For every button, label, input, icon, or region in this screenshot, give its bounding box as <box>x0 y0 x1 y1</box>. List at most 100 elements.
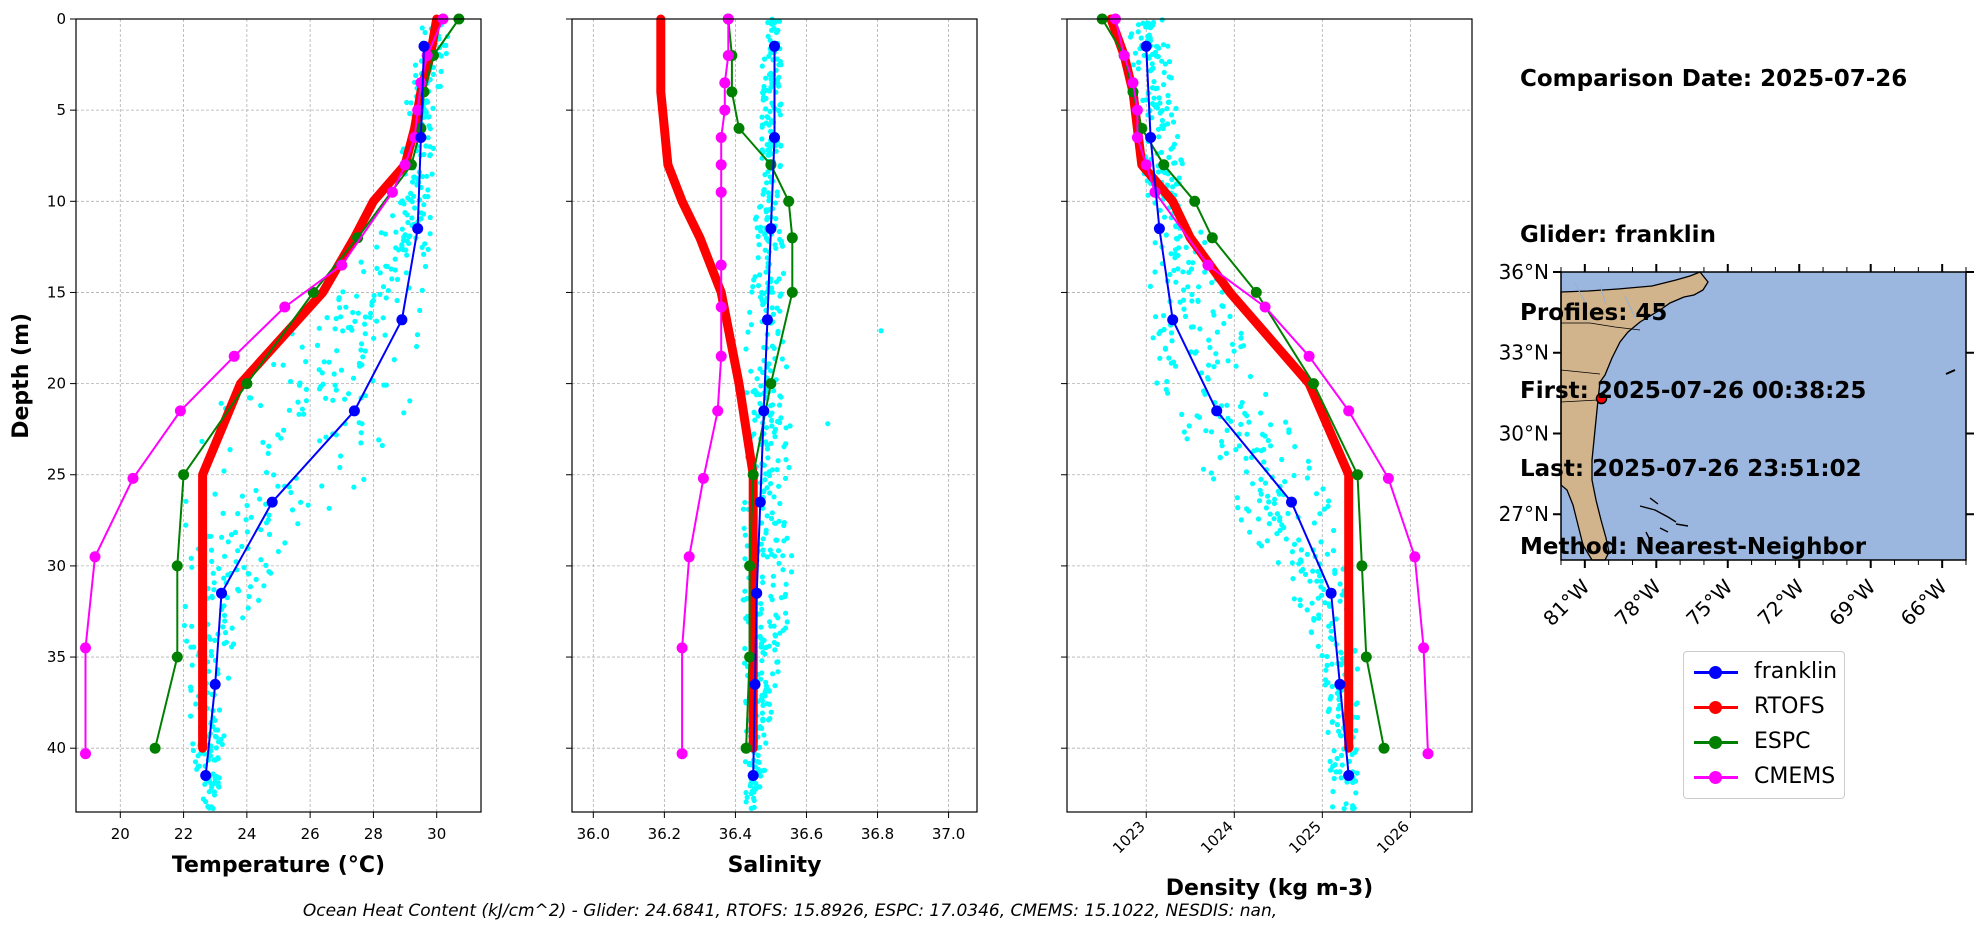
raw-point <box>763 740 769 746</box>
raw-point <box>275 483 281 489</box>
raw-point <box>430 71 436 77</box>
raw-point <box>761 187 767 194</box>
point-cmems <box>722 50 734 61</box>
x-tick-label: 36.8 <box>861 825 894 843</box>
raw-point <box>316 367 322 373</box>
raw-point <box>772 434 778 440</box>
raw-point <box>206 634 212 640</box>
point-cmems <box>683 551 695 563</box>
raw-point <box>263 562 269 569</box>
raw-point <box>779 243 786 249</box>
raw-point <box>1165 43 1171 49</box>
raw-point <box>199 438 205 444</box>
raw-point <box>190 741 196 747</box>
raw-point <box>1353 790 1359 796</box>
raw-point <box>1155 54 1161 60</box>
point-espc <box>786 286 798 298</box>
raw-point <box>1188 324 1194 330</box>
point-franklin <box>769 40 780 52</box>
raw-point <box>1337 598 1343 604</box>
raw-point <box>362 314 368 320</box>
point-franklin <box>1211 405 1223 417</box>
point-cmems <box>715 159 727 171</box>
raw-point <box>1271 516 1277 522</box>
raw-point <box>743 346 749 352</box>
raw-point <box>758 203 764 209</box>
point-espc <box>1352 469 1363 481</box>
raw-point <box>221 612 228 619</box>
x-tick-label: 26 <box>301 825 320 843</box>
raw-point <box>763 209 769 215</box>
raw-point <box>209 593 215 600</box>
legend-label: ESPC <box>1754 729 1811 754</box>
raw-point <box>1313 491 1320 497</box>
point-franklin <box>749 678 761 690</box>
raw-point <box>748 791 754 797</box>
raw-point <box>343 304 349 310</box>
raw-point <box>768 515 775 522</box>
map-state-borders <box>1560 322 1641 403</box>
salinity-panel: 36.0 36.2 36.4 36.6 36.8 37.0 Salinity <box>566 13 978 878</box>
raw-point <box>1177 299 1183 305</box>
raw-point <box>245 570 251 577</box>
raw-point <box>407 110 413 117</box>
raw-point <box>767 490 773 496</box>
raw-point <box>407 398 413 404</box>
raw-point <box>1154 380 1160 386</box>
raw-point <box>421 202 427 208</box>
raw-point <box>219 741 225 748</box>
y-tick-label: 5 <box>56 101 66 119</box>
raw-point <box>393 229 399 235</box>
raw-point <box>1238 344 1244 350</box>
raw-point <box>1169 338 1175 344</box>
raw-point <box>427 126 433 132</box>
raw-point <box>764 513 770 519</box>
point-cmems <box>228 350 240 362</box>
raw-point <box>183 522 189 528</box>
raw-point <box>1150 19 1157 26</box>
raw-point <box>775 458 781 464</box>
y-tick-label: 0 <box>56 10 66 28</box>
raw-point <box>1256 540 1262 546</box>
raw-point <box>1309 600 1315 606</box>
raw-point <box>766 361 772 367</box>
point-espc <box>1189 195 1201 207</box>
raw-point <box>781 522 787 529</box>
point-franklin <box>412 223 424 235</box>
ohc-footer: Ocean Heat Content (kJ/cm^2) - Glider: 2… <box>302 901 1278 921</box>
raw-point <box>775 81 781 87</box>
raw-point <box>275 548 281 555</box>
raw-point <box>1350 803 1356 809</box>
raw-point <box>1283 536 1289 542</box>
raw-point <box>789 553 795 559</box>
raw-point <box>1209 280 1215 286</box>
point-cmems <box>676 642 688 654</box>
raw-point <box>1224 427 1230 433</box>
raw-point <box>244 529 250 535</box>
point-espc <box>1136 122 1148 134</box>
raw-point <box>1161 82 1167 88</box>
raw-point <box>296 411 302 417</box>
raw-point <box>740 597 746 603</box>
raw-point <box>266 443 272 449</box>
raw-point <box>783 457 789 463</box>
raw-point <box>356 420 362 426</box>
point-franklin <box>216 587 227 599</box>
series-line-cmems <box>681 18 730 755</box>
point-cmems <box>676 748 688 760</box>
raw-point <box>324 315 330 321</box>
raw-point <box>1169 176 1175 183</box>
raw-point <box>764 446 771 452</box>
raw-point <box>774 659 780 665</box>
raw-point <box>303 398 309 404</box>
point-franklin <box>1140 40 1152 52</box>
raw-point <box>258 402 264 409</box>
raw-point <box>772 520 778 526</box>
raw-point <box>770 582 776 588</box>
raw-point <box>1207 344 1213 351</box>
raw-point <box>1318 578 1324 584</box>
raw-point <box>759 63 765 69</box>
raw-point <box>758 228 764 234</box>
raw-point <box>777 630 783 636</box>
raw-point <box>374 244 380 250</box>
